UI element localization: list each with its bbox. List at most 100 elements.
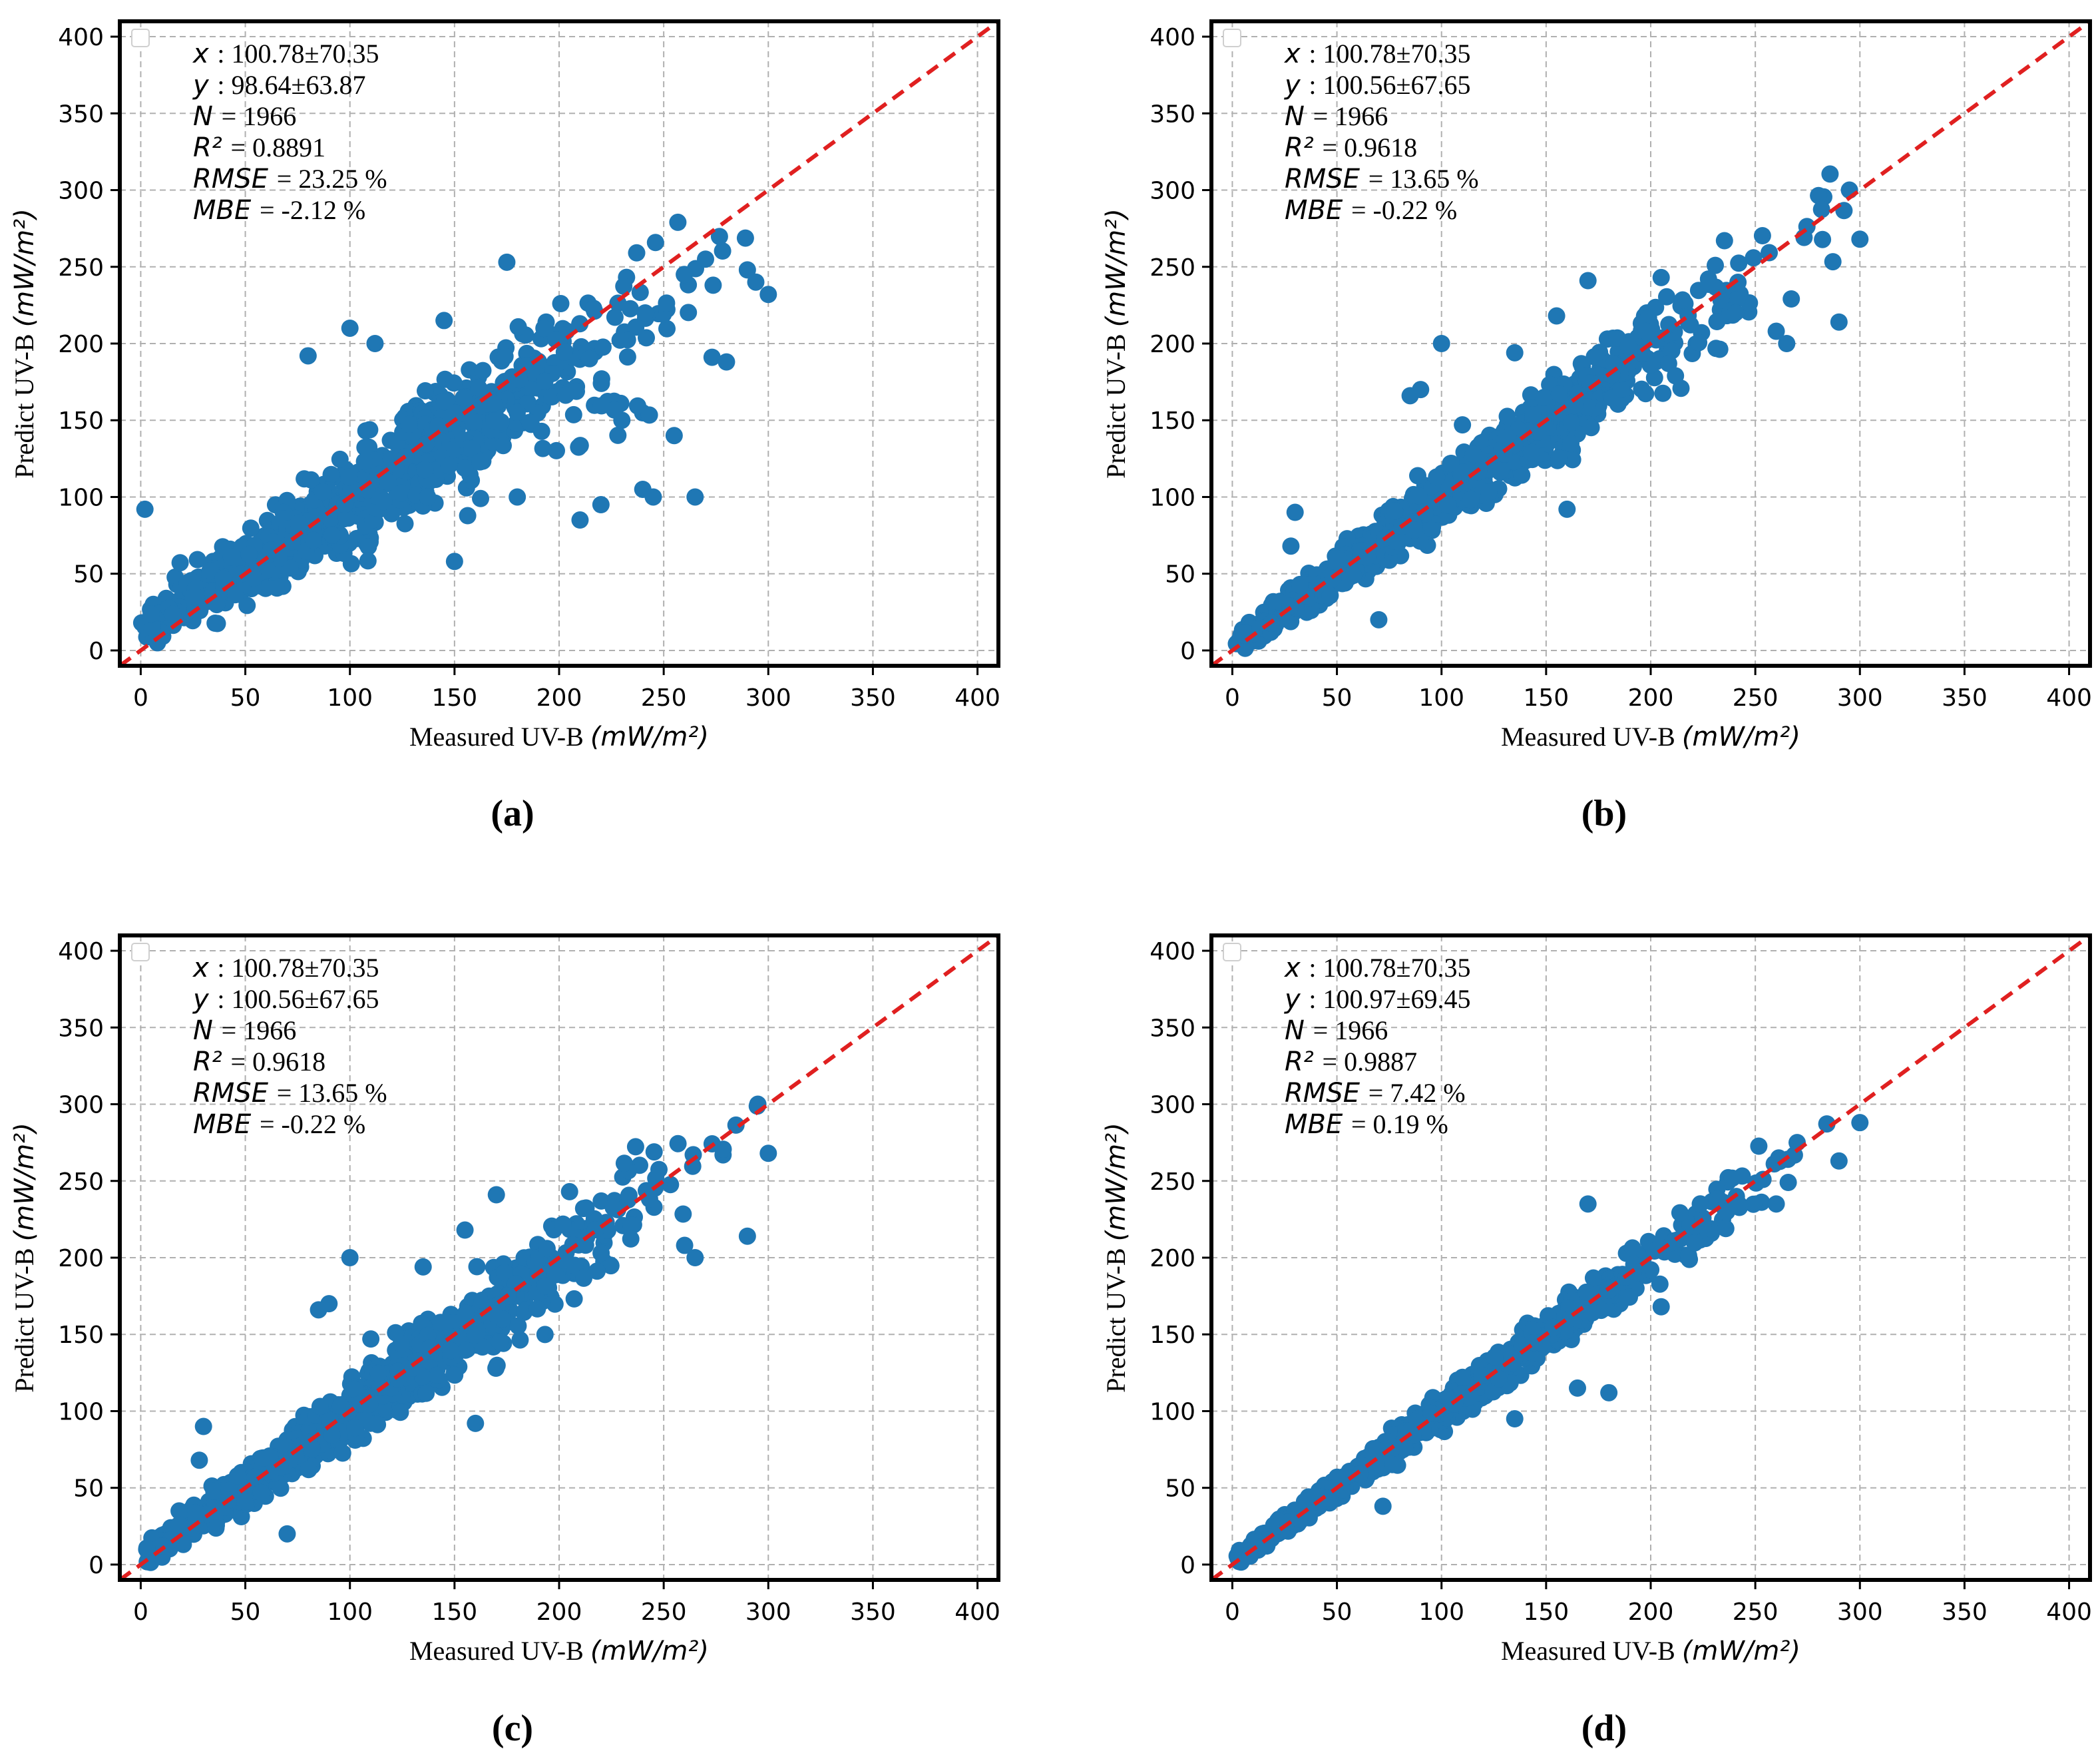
scatter-point [609, 426, 627, 444]
scatter-point [669, 213, 687, 231]
y-tick-label: 50 [1165, 561, 1195, 589]
scatter-point [491, 1333, 509, 1350]
scatter-point [323, 526, 341, 544]
stat-label: RMSE [1285, 1078, 1368, 1109]
scatter-point [646, 234, 664, 252]
scatter-point [584, 300, 602, 318]
stat-line: R² = 0.9618 [193, 1047, 325, 1077]
y-tick-label: 100 [1150, 484, 1195, 511]
stat-value: = -0.22 % [1351, 195, 1457, 225]
stat-line: N = 1966 [1285, 101, 1388, 132]
scatter-point [281, 559, 299, 577]
scatter-point [1368, 1441, 1386, 1459]
scatter-point [465, 1326, 483, 1344]
scatter-point-outlier [148, 634, 166, 652]
scatter-point [1480, 483, 1498, 501]
stat-value: = 1966 [222, 101, 297, 131]
panel-a: 0 50 100 150 200 250 300 350 400 0 50 100 150 200 250 3… [9, 19, 1000, 834]
stat-value: : 100.78±70.35 [217, 39, 379, 69]
scatter-point [459, 507, 477, 525]
scatter-point [1384, 1455, 1401, 1473]
stat-line: N = 1966 [1285, 1015, 1388, 1046]
scatter-point-outlier [445, 553, 463, 571]
scatter-point-outlier [738, 1227, 756, 1245]
y-tick-label: 150 [1150, 1322, 1195, 1349]
reference-line-1to1 [1211, 21, 2090, 666]
scatter-point [727, 1116, 745, 1134]
scatter-point-outlier [1830, 1152, 1848, 1170]
scatter-point [1681, 316, 1699, 334]
scatter-point [345, 1380, 363, 1398]
stat-value: = 0.9887 [1323, 1047, 1418, 1077]
scatter-point [554, 1215, 572, 1233]
scatter-point-outlier [759, 1144, 777, 1162]
stat-label: R² [1285, 132, 1323, 163]
scatter-point [1585, 348, 1603, 366]
scatter-point [628, 244, 646, 262]
stat-line: RMSE = 13.65 % [1285, 164, 1479, 194]
stat-label: y [1284, 70, 1309, 101]
scatter-point [300, 1461, 317, 1479]
stat-line: y : 100.56±67.65 [1284, 70, 1470, 101]
stat-value: = 0.19 % [1351, 1109, 1448, 1139]
y-tick-label: 400 [1150, 24, 1195, 51]
scatter-point-outlier [1830, 313, 1848, 331]
stat-line: R² = 0.9887 [1285, 1047, 1417, 1077]
grid [1211, 935, 2090, 1580]
scatter-point [1464, 445, 1482, 463]
scatter-point-outlier [487, 1186, 505, 1204]
scatter-point-outlier [1370, 611, 1388, 629]
scatter-point [336, 495, 354, 513]
stat-line: y : 98.64±63.87 [192, 70, 365, 101]
stat-value: = 23.25 % [277, 164, 387, 194]
x-tick-label: 0 [133, 1599, 148, 1626]
scatter-point [1810, 186, 1828, 204]
scatter-point [1621, 1288, 1638, 1306]
scatter-point [1319, 1489, 1337, 1507]
scatter-point [496, 348, 514, 366]
scatter-point [379, 473, 397, 491]
y-tick-label: 350 [1150, 1015, 1195, 1042]
scatter-point [1605, 356, 1623, 373]
reference-line-1to1 [120, 21, 998, 666]
scatter-point [457, 1304, 475, 1322]
scatter-point [369, 1364, 387, 1382]
y-tick-label: 0 [89, 638, 104, 665]
scatter-point [355, 453, 373, 470]
scatter-point-outlier [697, 250, 714, 268]
y-tick-label: 300 [1150, 1092, 1195, 1119]
stat-value: = 0.9618 [1323, 132, 1418, 162]
scatter-point [416, 461, 434, 479]
scatter-point-outlier [1506, 1410, 1524, 1427]
scatter-point [164, 605, 182, 623]
scatter-point [400, 415, 418, 433]
scatter-point [1727, 304, 1745, 322]
x-axis-label-unit: (mW/m²) [1682, 1636, 1800, 1666]
x-tick-label: 50 [1322, 1599, 1353, 1626]
scatter-point [638, 329, 655, 347]
stat-label: R² [193, 132, 231, 163]
y-axis-label-unit: (mW/m²) [1101, 208, 1132, 327]
scatter-point [566, 1256, 584, 1274]
scatter-point [1690, 334, 1708, 352]
scatter-point [577, 1199, 595, 1217]
scatter-point-outlier [592, 496, 610, 513]
scatter-point [246, 1469, 264, 1487]
y-tick-label: 50 [73, 1475, 104, 1503]
legend-box [1223, 943, 1241, 961]
scatter-point [238, 597, 256, 615]
x-tick-label: 50 [230, 684, 261, 712]
x-tick-label: 350 [1942, 684, 1988, 712]
scatter-point [565, 1290, 583, 1308]
scatter-point [1660, 316, 1678, 334]
scatter-point-outlier [1454, 416, 1472, 434]
scatter-point [1562, 413, 1580, 431]
scatter-point [1550, 385, 1568, 403]
x-tick-label: 50 [230, 1599, 261, 1626]
scatter-point-outlier [194, 1417, 212, 1435]
x-axis-label-text: Measured UV-B [409, 722, 590, 752]
stat-value: : 100.97±69.45 [1309, 984, 1470, 1014]
x-tick-label: 400 [954, 684, 1000, 712]
scatter-point [201, 561, 219, 579]
